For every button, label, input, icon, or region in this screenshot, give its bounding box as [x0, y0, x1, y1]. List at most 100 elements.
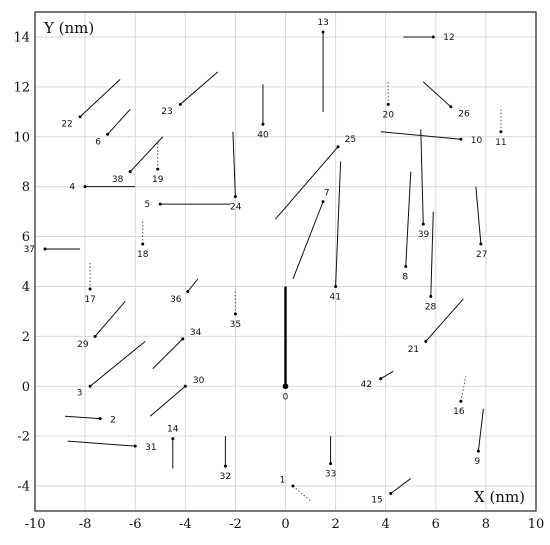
data-point	[431, 35, 435, 39]
point-label: 33	[325, 470, 336, 480]
data-point	[261, 122, 265, 126]
vector-segment	[89, 340, 146, 387]
point-label: 21	[408, 345, 419, 355]
point-label: 17	[84, 295, 95, 305]
point-label: 19	[152, 175, 164, 185]
data-point	[476, 449, 480, 453]
point-label: 26	[458, 110, 470, 120]
y-tick-label: 6	[22, 230, 30, 245]
point-label: 34	[190, 328, 202, 338]
x-tick-label: 2	[331, 517, 339, 532]
point-label: 14	[167, 425, 179, 435]
data-point	[88, 384, 92, 388]
data-point	[98, 417, 102, 421]
y-tick-label: -4	[17, 480, 30, 495]
data-point	[128, 170, 132, 174]
data-point	[421, 222, 425, 226]
data-point	[156, 167, 160, 171]
data-point	[171, 437, 175, 441]
data-point	[233, 195, 237, 199]
vector-segment	[187, 278, 199, 292]
data-point	[449, 105, 453, 109]
point-label: 29	[77, 340, 89, 350]
data-point	[389, 492, 393, 496]
vector-segment	[179, 71, 219, 105]
vector-segment	[380, 370, 394, 380]
data-point	[334, 284, 338, 288]
data-point	[321, 200, 325, 204]
point-label: 15	[371, 496, 382, 506]
point-label: 28	[425, 302, 437, 312]
y-tick-label: 8	[22, 180, 30, 195]
point-label: 20	[382, 110, 394, 120]
point-label: 40	[257, 130, 269, 140]
vector-segment	[149, 385, 186, 417]
point-label: 16	[453, 407, 465, 417]
vector-segment	[390, 478, 412, 494]
point-label: 9	[474, 457, 480, 467]
data-point	[459, 399, 463, 403]
data-point	[78, 115, 82, 119]
point-label: 12	[443, 33, 454, 43]
data-point	[133, 444, 137, 448]
point-label: 27	[476, 250, 487, 260]
data-point	[499, 130, 503, 134]
point-label: 35	[230, 320, 241, 330]
x-tick-label: 6	[432, 517, 440, 532]
data-point	[404, 264, 408, 268]
point-label: 24	[230, 203, 242, 213]
data-point	[181, 337, 185, 341]
vector-segment	[460, 376, 467, 402]
vector-segment	[232, 131, 236, 197]
point-label: 2	[110, 415, 116, 425]
data-point	[459, 137, 463, 141]
x-tick-label: -10	[25, 517, 46, 532]
y-tick-label: 10	[13, 130, 30, 145]
point-label: 30	[193, 376, 205, 386]
point-label: 32	[220, 472, 231, 482]
x-tick-label: 0	[281, 517, 289, 532]
point-label: 10	[471, 136, 483, 146]
vector-segment	[67, 440, 136, 447]
x-tick-label: -8	[79, 517, 92, 532]
vector-segment	[275, 146, 339, 220]
data-point	[336, 145, 340, 149]
y-tick-label: 0	[22, 380, 30, 395]
vector-segment	[129, 136, 164, 173]
point-label: 6	[95, 138, 101, 148]
vector-segment	[475, 186, 482, 245]
data-point	[83, 185, 87, 189]
x-tick-label: 10	[528, 517, 545, 532]
point-label: 5	[145, 200, 151, 210]
plot-frame	[34, 11, 537, 512]
point-label: 22	[61, 120, 72, 130]
data-point	[223, 464, 227, 468]
x-tick-label: 8	[482, 517, 490, 532]
data-point	[186, 289, 190, 293]
y-tick-label: -2	[17, 430, 30, 445]
data-point	[178, 102, 182, 106]
vector-segment	[107, 108, 131, 135]
segments	[45, 31, 502, 502]
point-label: 0	[283, 392, 289, 402]
vector-segment	[292, 201, 324, 280]
data-point	[329, 462, 333, 466]
points	[43, 30, 503, 496]
data-point	[429, 294, 433, 298]
point-label: 39	[418, 230, 430, 240]
data-point	[379, 377, 383, 381]
point-label: 13	[317, 18, 328, 28]
point-label: 31	[145, 443, 156, 453]
vector-segment	[152, 338, 184, 370]
vector-segment	[94, 301, 126, 337]
data-point	[291, 484, 295, 488]
data-point	[321, 30, 325, 34]
data-point	[88, 287, 92, 291]
data-point	[93, 334, 97, 338]
vector-segment	[405, 171, 412, 267]
x-tick-label: 4	[382, 517, 390, 532]
data-point	[106, 132, 110, 136]
vector-segment	[292, 485, 311, 502]
